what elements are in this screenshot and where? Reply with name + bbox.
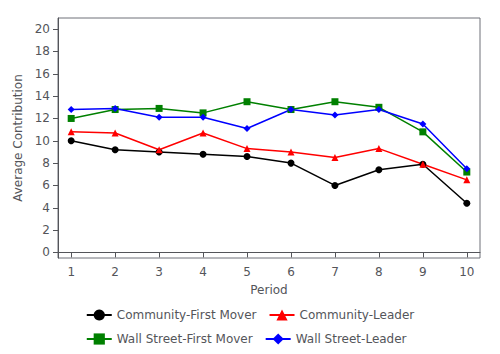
svg-text:8: 8	[375, 265, 383, 279]
svg-text:Community-First Mover: Community-First Mover	[117, 308, 257, 322]
svg-text:Average Contribution: Average Contribution	[11, 74, 25, 202]
svg-text:9: 9	[419, 265, 427, 279]
svg-text:6: 6	[287, 265, 295, 279]
svg-text:7: 7	[331, 265, 339, 279]
svg-text:1: 1	[67, 265, 75, 279]
svg-text:0: 0	[42, 245, 50, 259]
svg-text:3: 3	[155, 265, 163, 279]
svg-text:8: 8	[42, 156, 50, 170]
svg-text:4: 4	[42, 201, 50, 215]
svg-text:Wall Street-Leader: Wall Street-Leader	[296, 332, 407, 346]
svg-text:5: 5	[243, 265, 251, 279]
svg-text:20: 20	[35, 22, 50, 36]
svg-text:16: 16	[35, 67, 50, 81]
svg-text:6: 6	[42, 178, 50, 192]
svg-text:12: 12	[35, 111, 50, 125]
svg-text:4: 4	[199, 265, 207, 279]
svg-text:10: 10	[459, 265, 474, 279]
svg-text:Wall Street-First Mover: Wall Street-First Mover	[117, 332, 253, 346]
svg-text:18: 18	[35, 44, 50, 58]
svg-text:10: 10	[35, 134, 50, 148]
svg-text:Period: Period	[250, 283, 287, 297]
svg-text:2: 2	[42, 223, 50, 237]
svg-text:Community-Leader: Community-Leader	[300, 308, 415, 322]
svg-text:2: 2	[111, 265, 119, 279]
svg-text:14: 14	[35, 89, 50, 103]
